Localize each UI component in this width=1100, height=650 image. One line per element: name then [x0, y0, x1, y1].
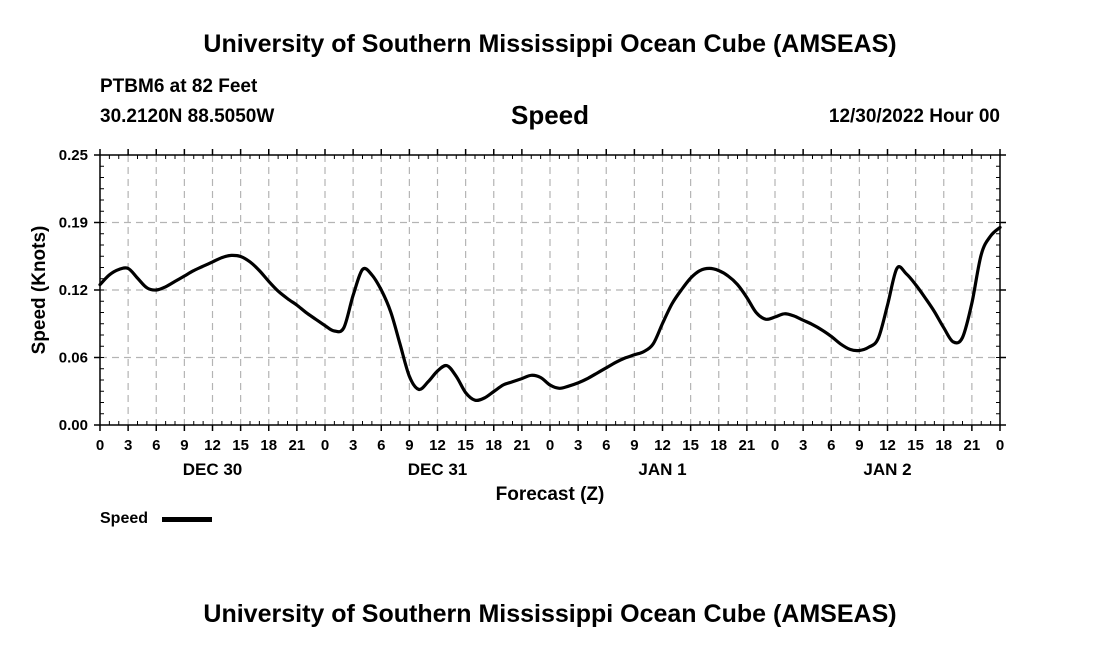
- x-tick-label: 9: [855, 437, 863, 454]
- y-ticks: 0.00 0.06 0.12 0.19 0.25: [59, 147, 1006, 434]
- x-axis-label: Forecast (Z): [496, 484, 605, 505]
- variable-title: Speed: [510, 100, 590, 130]
- x-tick-label: 3: [349, 437, 357, 454]
- x-tick-label: 0: [96, 437, 104, 454]
- x-tick-label: 3: [574, 437, 582, 454]
- y-tick-label: 0.19: [59, 215, 88, 232]
- x-tick-label: 15: [907, 437, 924, 454]
- x-tick-label: 6: [827, 437, 835, 454]
- x-tick-label: 0: [771, 437, 779, 454]
- day-label: JAN 2: [863, 460, 911, 479]
- x-tick-label: 0: [321, 437, 329, 454]
- x-tick-label: 15: [232, 437, 249, 454]
- x-tick-label: 9: [180, 437, 188, 454]
- x-tick-label: 18: [935, 437, 952, 454]
- footer-title: University of Southern Mississippi Ocean…: [203, 600, 897, 628]
- day-labels: DEC 30 DEC 31 JAN 1 JAN 2: [183, 460, 912, 479]
- datetime-label: 12/30/2022 Hour 00: [828, 106, 1000, 127]
- x-tick-label: 12: [654, 437, 671, 454]
- y-tick-label: 0.25: [59, 147, 88, 164]
- x-tick-label: 12: [204, 437, 221, 454]
- x-tick-label: 3: [799, 437, 807, 454]
- speed-series-line: [98, 225, 1002, 403]
- day-label: JAN 1: [638, 460, 686, 479]
- station-label: PTBM6 at 82 Feet: [100, 76, 258, 97]
- y-tick-label: 0.00: [59, 417, 88, 434]
- x-tick-label: 21: [739, 437, 756, 454]
- y-tick-label: 0.12: [59, 282, 88, 299]
- x-tick-label: 12: [429, 437, 446, 454]
- x-tick-label: 15: [457, 437, 474, 454]
- chart-title: University of Southern Mississippi Ocean…: [203, 30, 897, 58]
- day-label: DEC 31: [408, 460, 468, 479]
- x-tick-label: 18: [485, 437, 502, 454]
- x-tick-label: 0: [546, 437, 554, 454]
- x-tick-label: 21: [289, 437, 306, 454]
- x-tick-label: 9: [405, 437, 413, 454]
- x-tick-label: 21: [514, 437, 531, 454]
- day-label: DEC 30: [183, 460, 243, 479]
- x-tick-label: 6: [152, 437, 160, 454]
- chart-grid: [100, 155, 1000, 425]
- y-tick-label: 0.06: [59, 350, 88, 367]
- x-tick-label: 18: [260, 437, 277, 454]
- x-tick-label: 12: [879, 437, 896, 454]
- x-tick-label: 21: [964, 437, 981, 454]
- x-tick-label: 6: [377, 437, 385, 454]
- x-tick-label: 3: [124, 437, 132, 454]
- legend-label: Speed: [100, 510, 149, 527]
- coordinates-label: 30.2120N 88.5050W: [100, 106, 275, 127]
- x-tick-label: 0: [996, 437, 1004, 454]
- legend-line-swatch: [162, 517, 212, 522]
- y-axis-label: Speed (Knots): [29, 226, 50, 355]
- x-tick-label: 15: [682, 437, 699, 454]
- x-ticks: 0 3 6 9 12 15 18 21 0 3 6 9 12 15 18 21 0 3 6 9 12 15 18 21 0 3 6 9…: [96, 149, 1004, 454]
- x-tick-label: 6: [602, 437, 610, 454]
- x-tick-label: 18: [710, 437, 727, 454]
- x-tick-label: 9: [630, 437, 638, 454]
